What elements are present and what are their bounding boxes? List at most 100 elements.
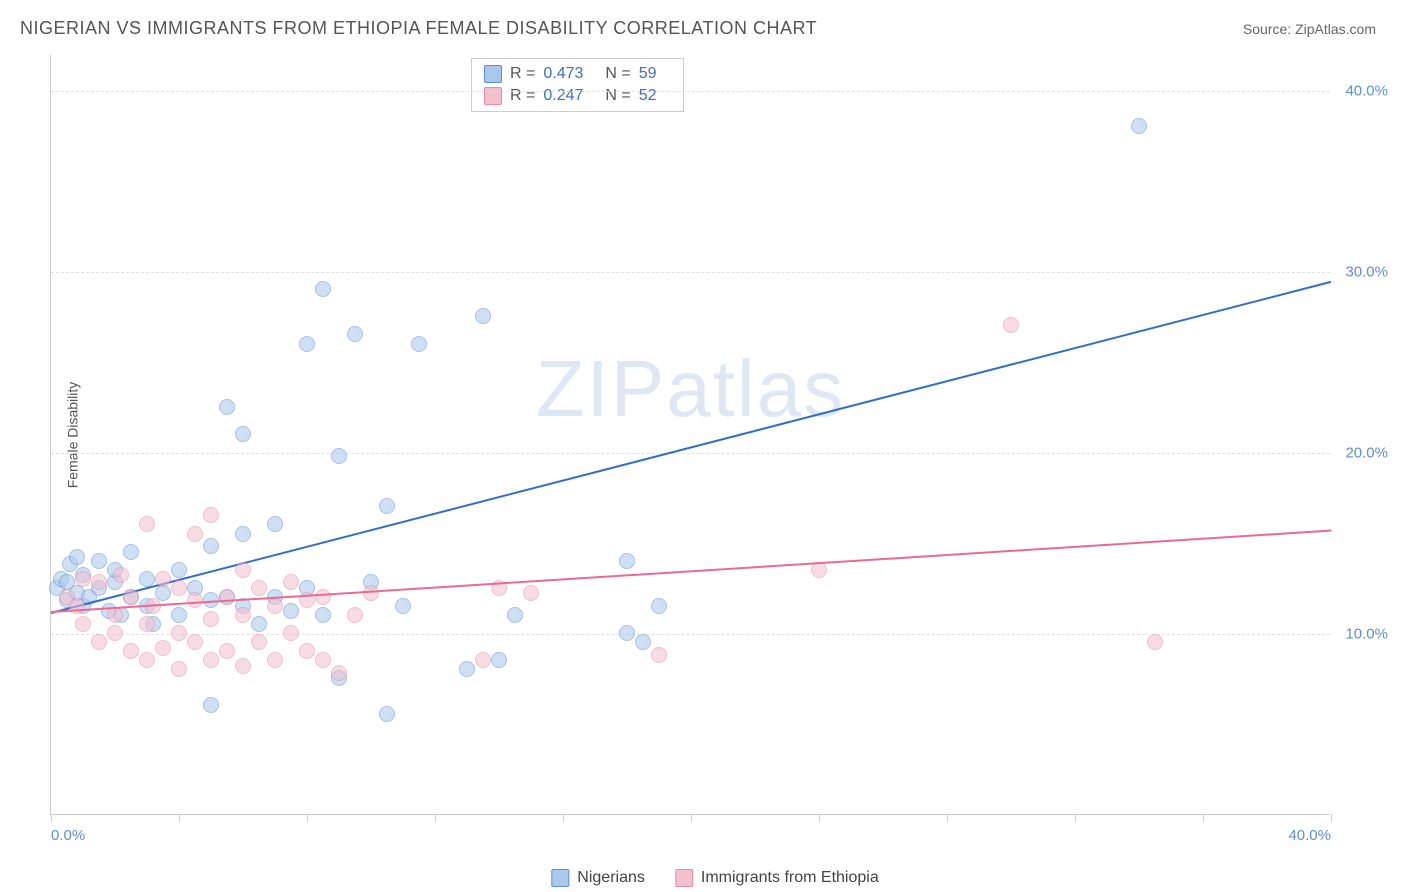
data-point [459,661,475,677]
data-point [107,625,123,641]
x-tick [1075,814,1076,822]
data-point [123,544,139,560]
data-point [347,607,363,623]
data-point [251,634,267,650]
x-tick [435,814,436,822]
legend-swatch [675,869,693,887]
data-point [139,652,155,668]
data-point [651,647,667,663]
data-point [299,336,315,352]
data-point [395,598,411,614]
data-point [283,625,299,641]
data-point [171,607,187,623]
source-label: Source: [1243,21,1291,37]
r-label: R = [510,87,535,105]
data-point [69,549,85,565]
x-tick [51,814,52,822]
data-point [219,589,235,605]
data-point [379,706,395,722]
data-point [203,507,219,523]
x-tick [179,814,180,822]
data-point [267,652,283,668]
data-point [235,658,251,674]
legend-item: Nigerians [551,869,645,887]
data-point [331,665,347,681]
legend-swatch [484,87,502,105]
data-point [267,516,283,532]
r-label: R = [510,65,535,83]
gridline [51,272,1330,273]
data-point [107,607,123,623]
data-point [283,574,299,590]
chart-header: NIGERIAN VS IMMIGRANTS FROM ETHIOPIA FEM… [0,0,1406,49]
gridline [51,453,1330,454]
x-tick-label: 40.0% [1288,827,1331,844]
bottom-legend: Nigerians Immigrants from Ethiopia [551,869,878,887]
data-point [315,589,331,605]
stats-legend-box: R =0.473N =59R =0.247N =52 [471,58,684,112]
data-point [411,336,427,352]
data-point [283,603,299,619]
legend-item: Immigrants from Ethiopia [675,869,879,887]
y-tick-label: 20.0% [1345,445,1388,462]
data-point [91,634,107,650]
y-tick-label: 10.0% [1345,626,1388,643]
source-value: ZipAtlas.com [1295,21,1376,37]
n-label: N = [605,65,630,83]
data-point [203,652,219,668]
data-point [251,580,267,596]
data-point [203,697,219,713]
data-point [171,580,187,596]
watermark: ZIPatlas [536,343,845,435]
data-point [491,652,507,668]
data-point [235,426,251,442]
y-axis-label: Female Disability [64,381,80,488]
x-tick [947,814,948,822]
data-point [91,553,107,569]
data-point [315,652,331,668]
y-tick-label: 40.0% [1345,83,1388,100]
legend-swatch [484,65,502,83]
data-point [235,562,251,578]
r-value: 0.247 [543,87,583,105]
stats-row: R =0.473N =59 [484,63,671,85]
data-point [203,538,219,554]
data-point [219,399,235,415]
data-point [187,634,203,650]
data-point [475,652,491,668]
data-point [363,585,379,601]
n-value: 59 [639,65,657,83]
x-tick [691,814,692,822]
data-point [619,553,635,569]
data-point [475,308,491,324]
data-point [113,567,129,583]
data-point [379,498,395,514]
data-point [235,526,251,542]
data-point [187,526,203,542]
stats-row: R =0.247N =52 [484,85,671,107]
data-point [91,574,107,590]
data-point [171,562,187,578]
data-point [219,643,235,659]
data-point [315,281,331,297]
data-point [171,625,187,641]
data-point [1147,634,1163,650]
data-point [315,607,331,623]
legend-label: Nigerians [577,869,645,887]
x-tick [563,814,564,822]
gridline [51,91,1330,92]
legend-label: Immigrants from Ethiopia [701,869,879,887]
data-point [267,598,283,614]
data-point [235,607,251,623]
data-point [635,634,651,650]
data-point [123,589,139,605]
y-tick-label: 30.0% [1345,264,1388,281]
n-value: 52 [639,87,657,105]
data-point [203,611,219,627]
plot-area: Female Disability ZIPatlas R =0.473N =59… [50,55,1330,815]
legend-swatch [551,869,569,887]
data-point [523,585,539,601]
gridline [51,634,1330,635]
data-point [171,661,187,677]
data-point [75,571,91,587]
